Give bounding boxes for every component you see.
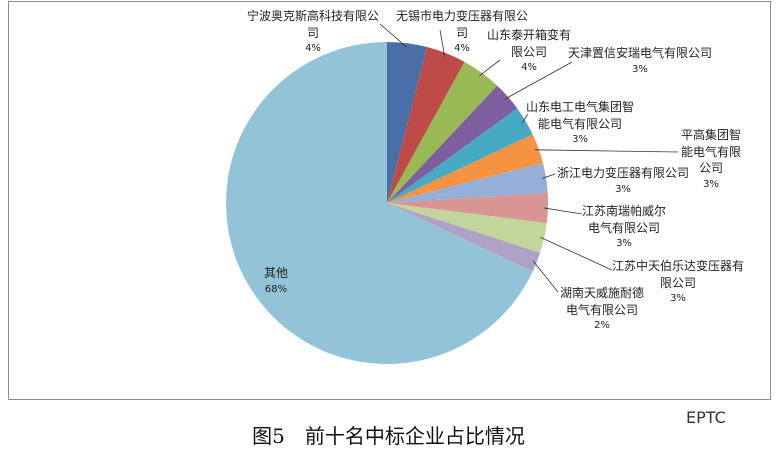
leader-line [540, 236, 613, 271]
slice-label: 无锡市电力变压器有限公司 4% [395, 8, 529, 58]
pie-slice [387, 42, 428, 203]
leader-line [504, 61, 573, 100]
slice-value-label: 2% [594, 320, 610, 331]
slice-value-label: 3% [615, 183, 631, 195]
slice-value-label: 68% [264, 283, 288, 295]
slice-name: 山东泰开箱变有限公司 [486, 28, 571, 59]
slice-value-label: 3% [632, 63, 648, 75]
slice-name: 宁波奥克斯高科技有限公司 [246, 9, 379, 40]
slice-name: 天津置信安瑞电气有限公司 [567, 46, 712, 60]
slice-name: 山东电工电气集团智能电气有限公司 [525, 100, 634, 131]
slice-name: 湖南天威施耐德电气有限公司 [559, 286, 644, 317]
leader-line [532, 260, 559, 293]
pie-slice [387, 47, 465, 204]
leader-line [541, 173, 556, 179]
pie-slice [387, 108, 533, 203]
slice-value-label: 4% [454, 43, 470, 54]
slice-name: 平高集团智能电气有限公司 [680, 128, 741, 175]
slice-label: 山东电工电气集团智能电气有限公司 3% [524, 99, 636, 149]
pie-slice [387, 203, 541, 272]
slice-value-label: 3% [572, 134, 588, 145]
slice-value-label: 4% [305, 43, 321, 54]
slice-label: 山东泰开箱变有限公司 4% [486, 27, 572, 77]
watermark: EPTC [686, 408, 726, 427]
caption: 图5 前十名中标企业占比情况 [252, 424, 525, 448]
pie-slice [387, 203, 547, 253]
pie-slice [226, 42, 533, 365]
slice-label: 湖南天威施耐德电气有限公司 2% [558, 285, 646, 335]
leader-line [521, 113, 529, 124]
slice-label: 平高集团智能电气有限公司 3% [679, 127, 743, 193]
slice-label: 浙江电力变压器有限公司 3% [554, 165, 692, 198]
slice-value-label: 3% [670, 293, 686, 304]
pie-slice [387, 134, 543, 203]
slice-value-label: 3% [616, 238, 632, 249]
slice-label: 其他 68% [256, 265, 296, 298]
slice-label: 江苏南瑞帕威尔电气有限公司 3% [580, 203, 668, 253]
slice-label: 宁波奥克斯高科技有限公司 4% [246, 8, 380, 58]
slice-value-label: 3% [703, 178, 719, 190]
slice-label: 天津置信安瑞电气有限公司 3% [565, 45, 715, 78]
chart-border [8, 1, 771, 400]
slice-name: 无锡市电力变压器有限公司 [395, 9, 528, 40]
pie-slice [387, 192, 549, 224]
pie-slice [387, 61, 498, 203]
pie-slice [387, 85, 518, 203]
slice-name: 其他 [263, 266, 288, 280]
slice-name: 江苏中天伯乐达变压器有限公司 [611, 259, 744, 290]
slice-name: 浙江电力变压器有限公司 [556, 166, 689, 180]
leader-line [534, 149, 679, 153]
leader-line [439, 29, 446, 58]
slice-label: 江苏中天伯乐达变压器有限公司 3% [610, 258, 746, 308]
leader-line [543, 207, 583, 215]
leader-line [479, 59, 501, 77]
leader-line [379, 23, 407, 48]
slice-value-label: 4% [521, 62, 537, 73]
pie-slice [387, 162, 548, 203]
slice-name: 江苏南瑞帕威尔电气有限公司 [581, 204, 666, 235]
